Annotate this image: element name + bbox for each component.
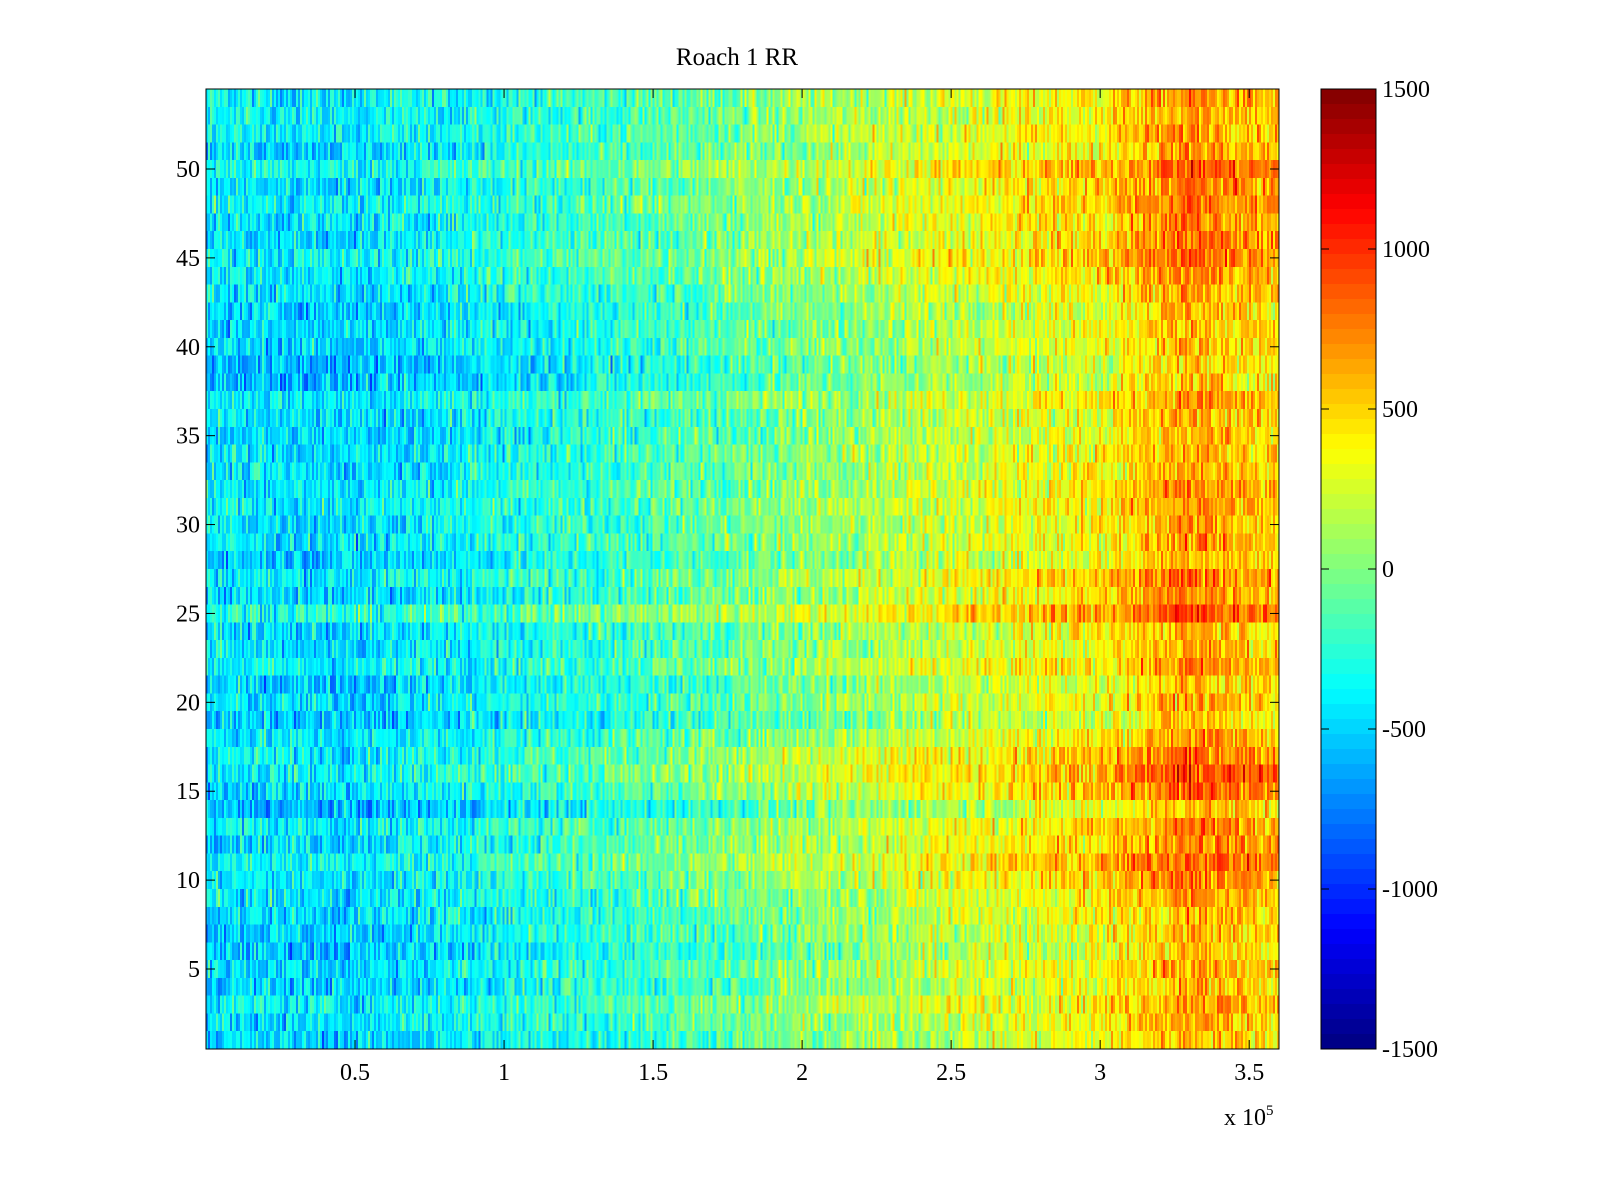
colorbar-tick-label: -1000 [1382, 877, 1438, 903]
x-tick-label: 2 [796, 1060, 808, 1086]
y-tick-label: 5 [188, 957, 200, 983]
colorbar-frame [1320, 88, 1377, 1050]
y-tick-label: 50 [176, 157, 200, 183]
x-tick-label: 1.5 [638, 1060, 668, 1086]
x-axis-multiplier: x 105 [1224, 1103, 1274, 1131]
colorbar-tick-label: -1500 [1382, 1037, 1438, 1063]
colorbar-tick-label: 500 [1382, 397, 1418, 423]
y-tick-label: 20 [176, 690, 200, 716]
chart-title: Roach 1 RR [676, 44, 799, 71]
y-tick-label: 35 [176, 424, 200, 450]
colorbar-ticks: 1500 1000 500 0 -500 -1000 -1500 [1321, 77, 1438, 1063]
colorbar-tick-label: 1500 [1382, 77, 1430, 103]
x-tick-label: 1 [498, 1060, 510, 1086]
y-tick-label: 10 [176, 868, 200, 894]
colorbar-tick-label: 1000 [1382, 237, 1430, 263]
x-axis-ticks: 0.5 1 1.5 2 2.5 3 3.5 [340, 89, 1264, 1086]
y-tick-label: 30 [176, 513, 200, 539]
colorbar-tick-label: -500 [1382, 717, 1426, 743]
heatmap-image [206, 89, 1279, 1049]
plot-frame [205, 88, 1280, 1050]
x-tick-label: 0.5 [340, 1060, 370, 1086]
x-tick-label: 3.5 [1234, 1060, 1264, 1086]
y-tick-label: 45 [176, 246, 200, 272]
y-tick-label: 15 [176, 779, 200, 805]
x-axis-multiplier-exponent: 5 [1266, 1103, 1274, 1119]
x-tick-label: 2.5 [936, 1060, 966, 1086]
y-tick-label: 25 [176, 601, 200, 627]
y-tick-label: 40 [176, 335, 200, 361]
x-axis-multiplier-base: x 10 [1224, 1105, 1266, 1131]
x-tick-label: 3 [1094, 1060, 1106, 1086]
y-axis-ticks: 5 10 15 20 25 30 35 40 45 50 [176, 157, 1279, 983]
colorbar-gradient [1321, 89, 1376, 1049]
colorbar-tick-label: 0 [1382, 557, 1394, 583]
